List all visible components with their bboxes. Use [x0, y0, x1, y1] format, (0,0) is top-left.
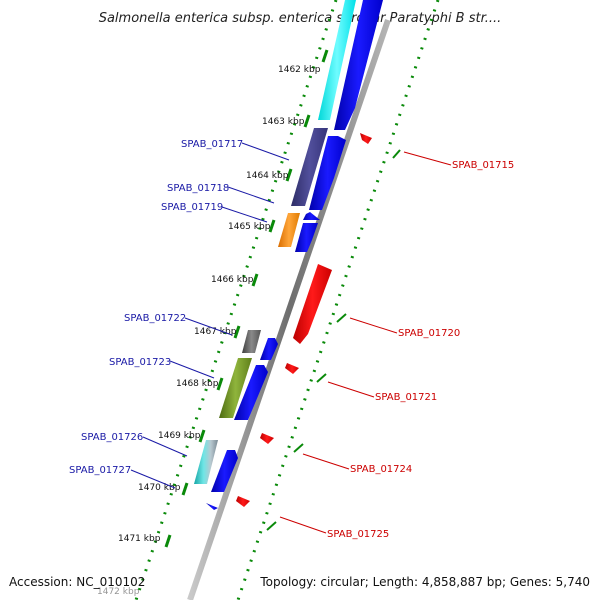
leader-line [169, 360, 215, 379]
tick-label-1464: 1464 kbp [246, 171, 289, 181]
forward-gene-arrow [295, 223, 318, 252]
tick-label-1469: 1469 kbp [158, 431, 201, 441]
tick-mark-1464 [285, 168, 293, 182]
forward-gene-arrow [206, 503, 218, 510]
tick-label-1471: 1471 kbp [118, 534, 161, 544]
tick-label-1467: 1467 kbp [194, 327, 237, 337]
tick-label-1472: 1472 kbp [97, 587, 140, 597]
leader-line [130, 469, 176, 489]
accession-text: Accession: NC_010102 [9, 575, 145, 589]
reverse-gene-arrow [293, 264, 332, 344]
leader-line [241, 142, 290, 161]
reverse-gene-arrow [260, 433, 274, 444]
leader-line [221, 206, 268, 223]
forward-gene-arrow [334, 0, 383, 130]
gene-label-forward: SPAB_01719 [161, 202, 223, 213]
tick-mark-1466 [251, 273, 259, 287]
outer-dotted-track [236, 0, 440, 600]
outer-tick [336, 313, 347, 323]
leader-line [227, 186, 275, 204]
outer-tick [316, 373, 327, 383]
gene-label-forward: SPAB_01727 [69, 465, 131, 476]
leader-line [184, 317, 233, 336]
tick-label-1468: 1468 kbp [176, 379, 219, 389]
outer-tick [266, 521, 277, 531]
genome-backbone [187, 19, 391, 600]
tick-label-1466: 1466 kbp [211, 275, 254, 285]
forward-gene-arrow [309, 136, 346, 210]
forward-gene-arrow [234, 365, 268, 420]
gene-label-reverse: SPAB_01721 [375, 392, 437, 403]
genome-summary-text: Topology: circular; Length: 4,858,887 bp… [259, 575, 590, 589]
reverse-gene-arrow [360, 133, 372, 144]
gene-block-cyan [318, 0, 356, 120]
gene-block-teal [194, 440, 218, 484]
forward-gene-arrow [303, 212, 320, 220]
tick-mark-1471 [164, 534, 172, 548]
leader-line [349, 317, 398, 334]
reverse-gene-arrow [236, 496, 250, 507]
gene-label-reverse: SPAB_01725 [327, 529, 389, 540]
tick-mark-1463 [303, 114, 311, 128]
tick-mark-1465 [268, 219, 276, 233]
leader-line [403, 151, 452, 166]
gene-label-forward: SPAB_01717 [181, 139, 243, 150]
leader-line [302, 453, 350, 470]
tick-mark-1469 [198, 429, 206, 443]
gene-label-reverse: SPAB_01724 [350, 464, 412, 475]
leader-line [327, 381, 375, 398]
tick-label-1465: 1465 kbp [228, 222, 271, 232]
gene-block-purple [291, 128, 328, 206]
gene-label-forward: SPAB_01722 [124, 313, 186, 324]
forward-gene-arrow [211, 450, 238, 492]
tick-label-1463: 1463 kbp [262, 117, 305, 127]
outer-tick [293, 443, 304, 453]
leader-line [279, 516, 327, 534]
gene-label-reverse: SPAB_01715 [452, 160, 514, 171]
leader-line [142, 436, 188, 457]
gene-label-forward: SPAB_01718 [167, 183, 229, 194]
tick-mark-1470 [181, 482, 189, 496]
tick-label-1470: 1470 kbp [138, 483, 181, 493]
outer-tick [392, 149, 401, 159]
gene-label-forward: SPAB_01723 [109, 357, 171, 368]
genome-title: Salmonella enterica subsp. enterica sero… [99, 11, 502, 26]
tick-mark-1468 [216, 377, 224, 391]
gene-label-forward: SPAB_01726 [81, 432, 143, 443]
gene-block-olive [219, 358, 252, 418]
reverse-gene-arrow [285, 363, 299, 374]
tick-mark-1467 [233, 325, 241, 339]
tick-mark-1462 [321, 49, 329, 63]
gene-label-reverse: SPAB_01720 [398, 328, 460, 339]
tick-label-1462: 1462 kbp [278, 65, 321, 75]
gene-block-gray [242, 330, 261, 353]
forward-gene-arrow [260, 338, 278, 360]
gene-block-orange [278, 213, 300, 247]
